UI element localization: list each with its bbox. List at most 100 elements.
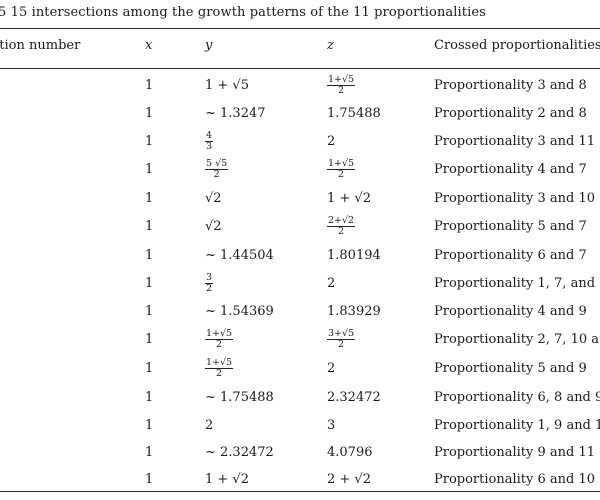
- fraction-numerator: 3+√5: [327, 328, 356, 340]
- fraction-denominator: 2: [216, 339, 223, 350]
- cell-crossed: Proportionality 6, 8 and 9: [434, 390, 600, 405]
- header-rule: [0, 68, 600, 69]
- cell-x: 1: [145, 134, 154, 149]
- cell-z: 1 + √2: [327, 191, 371, 206]
- cell-x: 1: [145, 445, 154, 460]
- table-row: 1 ~ 1.44504 1.80194 Proportionality 6 and 7: [0, 242, 600, 270]
- cell-z: 3+√5 2: [327, 328, 356, 353]
- cell-z: 2 + √2: [327, 472, 371, 487]
- cell-y: √2: [205, 219, 222, 234]
- table-row: 1 √2 1 + √2 Proportionality 3 and 10: [0, 185, 600, 213]
- cell-y: 2: [205, 418, 214, 433]
- cell-y: 1+√5 2: [205, 357, 234, 382]
- table-row: 1 ~ 1.75488 2.32472 Proportionality 6, 8 an…: [0, 384, 600, 412]
- cell-x: 1: [145, 390, 154, 405]
- fraction: 1+√5 2: [327, 158, 356, 180]
- cell-y: 5 √5 2: [205, 158, 229, 183]
- fraction: 1+√5 2: [205, 328, 234, 350]
- fraction-denominator: 2: [338, 85, 345, 96]
- bottom-rule: [0, 491, 600, 492]
- cell-z: 1+√5 2: [327, 74, 356, 99]
- cell-crossed: Proportionality 3 and 11: [434, 134, 596, 149]
- fraction-denominator: 2: [213, 169, 220, 180]
- cell-y: 1 + √2: [205, 472, 249, 487]
- cell-x: 1: [145, 219, 154, 234]
- table-row: 1 2 3 Proportionality 1, 9 and 1: [0, 412, 600, 440]
- cell-z: 2+√2 2: [327, 215, 356, 240]
- header-z: z: [327, 38, 334, 53]
- cell-crossed: Proportionality 1, 7, and: [434, 276, 596, 291]
- cell-z: 4.0796: [327, 445, 373, 460]
- fraction-numerator: 1+√5: [205, 328, 234, 340]
- cell-y: 1 + √5: [205, 78, 249, 93]
- table-row: 1 3 2 2 Proportionality 1, 7, and: [0, 270, 600, 298]
- cell-x: 1: [145, 332, 154, 347]
- table-row: 1 1+√5 2 3+√5 2 Proportionality 2, 7, 10 a: [0, 326, 600, 354]
- header-intersection-number: ction number: [0, 38, 81, 53]
- cell-x: 1: [145, 162, 154, 177]
- fraction: 1+√5 2: [327, 74, 356, 96]
- cell-crossed: Proportionality 5 and 9: [434, 361, 587, 376]
- fraction-numerator: 5 √5: [205, 158, 229, 170]
- fraction-numerator: 1+√5: [205, 357, 234, 369]
- header-y: y: [205, 38, 213, 53]
- cell-y: ~ 1.75488: [205, 390, 274, 405]
- cell-x: 1: [145, 304, 154, 319]
- cell-z: 3: [327, 418, 336, 433]
- cell-crossed: Proportionality 3 and 8: [434, 78, 587, 93]
- fraction-numerator: 1+√5: [327, 158, 356, 170]
- cell-y: ~ 1.44504: [205, 248, 274, 263]
- table-row: 1 √2 2+√2 2 Proportionality 5 and 7: [0, 213, 600, 241]
- cell-z: 1.83929: [327, 304, 381, 319]
- cell-x: 1: [145, 472, 154, 487]
- fraction-denominator: 3: [206, 141, 213, 152]
- cell-crossed: Proportionality 9 and 11: [434, 445, 596, 460]
- cell-z: 1+√5 2: [327, 158, 356, 183]
- fraction-denominator: 2: [206, 283, 213, 294]
- cell-crossed: Proportionality 4 and 7: [434, 162, 587, 177]
- cell-crossed: Proportionality 3 and 10: [434, 191, 596, 206]
- cell-x: 1: [145, 418, 154, 433]
- cell-x: 1: [145, 248, 154, 263]
- cell-y: √2: [205, 191, 222, 206]
- cell-y: ~ 1.54369: [205, 304, 274, 319]
- cell-z: 2: [327, 276, 336, 291]
- cell-x: 1: [145, 191, 154, 206]
- cell-crossed: Proportionality 5 and 7: [434, 219, 587, 234]
- fraction: 5 √5 2: [205, 158, 229, 180]
- table-caption: 5 15 intersections among the growth patt…: [0, 5, 486, 20]
- fraction: 1+√5 2: [205, 357, 234, 379]
- top-rule: [0, 28, 600, 29]
- cell-z: 2.32472: [327, 390, 381, 405]
- cell-z: 1.80194: [327, 248, 381, 263]
- cell-z: 1.75488: [327, 106, 381, 121]
- table-header: ction number x y z Crossed proportionali…: [0, 38, 600, 60]
- cell-x: 1: [145, 361, 154, 376]
- cell-crossed: Proportionality 6 and 10: [434, 472, 596, 487]
- cell-z: 2: [327, 361, 336, 376]
- table-row: 1 1 + √5 1+√5 2 Proportionality 3 and 8: [0, 72, 600, 100]
- cell-y: ~ 2.32472: [205, 445, 274, 460]
- cell-y: ~ 1.3247: [205, 106, 266, 121]
- cell-crossed: Proportionality 4 and 9: [434, 304, 587, 319]
- fraction: 3+√5 2: [327, 328, 356, 350]
- fraction-numerator: 1+√5: [327, 74, 356, 86]
- cell-crossed: Proportionality 1, 9 and 1: [434, 418, 600, 433]
- fraction-numerator: 2+√2: [327, 215, 356, 227]
- header-crossed-proportionalities: Crossed proportionalities: [434, 38, 600, 53]
- cell-z: 2: [327, 134, 336, 149]
- table-row: 1 ~ 1.54369 1.83929 Proportionality 4 and 9: [0, 298, 600, 326]
- table-row: 1 ~ 2.32472 4.0796 Proportionality 9 and 11: [0, 439, 600, 467]
- cell-x: 1: [145, 106, 154, 121]
- table-row: 1 1+√5 2 2 Proportionality 5 and 9: [0, 355, 600, 383]
- table-row: 1 1 + √2 2 + √2 Proportionality 6 and 10: [0, 466, 600, 494]
- table-row: 1 ~ 1.3247 1.75488 Proportionality 2 and 8: [0, 100, 600, 128]
- fraction-numerator: 3: [205, 272, 214, 284]
- table-row: 1 4 3 2 Proportionality 3 and 11: [0, 128, 600, 156]
- cell-crossed: Proportionality 2, 7, 10 a: [434, 332, 599, 347]
- header-x: x: [145, 38, 153, 53]
- cell-x: 1: [145, 78, 154, 93]
